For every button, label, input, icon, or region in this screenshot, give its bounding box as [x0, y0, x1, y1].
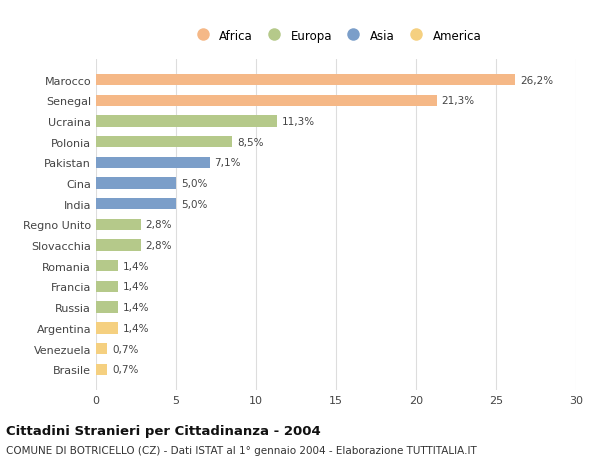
Text: 2,8%: 2,8%	[146, 241, 172, 251]
Text: 21,3%: 21,3%	[442, 96, 475, 106]
Text: 1,4%: 1,4%	[123, 261, 150, 271]
Bar	[96, 75, 515, 86]
Legend: Africa, Europa, Asia, America: Africa, Europa, Asia, America	[187, 26, 485, 46]
Bar	[96, 219, 141, 230]
Bar	[96, 281, 118, 292]
Text: 1,4%: 1,4%	[123, 282, 150, 292]
Text: 1,4%: 1,4%	[123, 323, 150, 333]
Bar	[96, 343, 107, 354]
Text: 26,2%: 26,2%	[520, 75, 553, 85]
Bar	[96, 157, 209, 168]
Bar	[96, 95, 437, 106]
Bar	[96, 116, 277, 127]
Text: 2,8%: 2,8%	[146, 220, 172, 230]
Text: Cittadini Stranieri per Cittadinanza - 2004: Cittadini Stranieri per Cittadinanza - 2…	[6, 425, 321, 437]
Bar	[96, 323, 118, 334]
Text: 1,4%: 1,4%	[123, 302, 150, 313]
Text: 5,0%: 5,0%	[181, 179, 207, 189]
Text: 0,7%: 0,7%	[112, 344, 139, 354]
Text: 8,5%: 8,5%	[237, 137, 263, 147]
Bar	[96, 240, 141, 251]
Text: 5,0%: 5,0%	[181, 199, 207, 209]
Text: 7,1%: 7,1%	[214, 158, 241, 168]
Bar	[96, 199, 176, 210]
Text: COMUNE DI BOTRICELLO (CZ) - Dati ISTAT al 1° gennaio 2004 - Elaborazione TUTTITA: COMUNE DI BOTRICELLO (CZ) - Dati ISTAT a…	[6, 445, 477, 455]
Bar	[96, 137, 232, 148]
Text: 11,3%: 11,3%	[281, 117, 315, 127]
Bar	[96, 302, 118, 313]
Bar	[96, 261, 118, 272]
Text: 0,7%: 0,7%	[112, 364, 139, 375]
Bar	[96, 364, 107, 375]
Bar	[96, 178, 176, 189]
